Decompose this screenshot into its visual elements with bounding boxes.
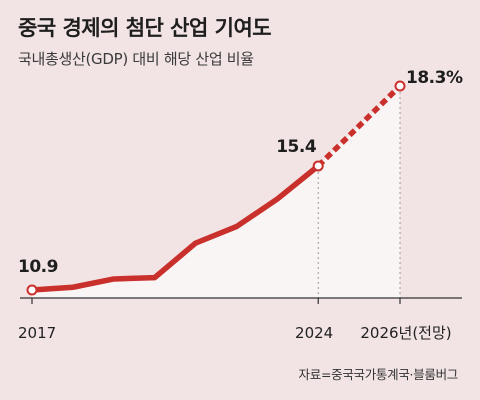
data-point-3 (394, 80, 406, 92)
data-label-1: 10.9 (18, 257, 58, 277)
data-label-2: 15.4 (276, 137, 317, 157)
area-fill (32, 86, 400, 298)
data-point-1 (26, 284, 38, 296)
source-note: 자료=중국국가통계국·블룸버그 (298, 367, 459, 382)
series-line-projection (316, 84, 402, 168)
chart-subtitle: 국내총생산(GDP) 대비 해당 산업 비율 (18, 50, 254, 68)
x-tick-label-1: 2017 (18, 324, 56, 342)
data-label-3: 18.3% (406, 68, 463, 88)
data-point-2 (312, 160, 324, 172)
series-line-actual (29, 163, 321, 293)
x-tick-label-3: 2026년(전망) (360, 324, 451, 342)
chart-title: 중국 경제의 첨단 산업 기여도 (18, 16, 272, 40)
x-tick-label-2: 2024 (295, 324, 333, 342)
